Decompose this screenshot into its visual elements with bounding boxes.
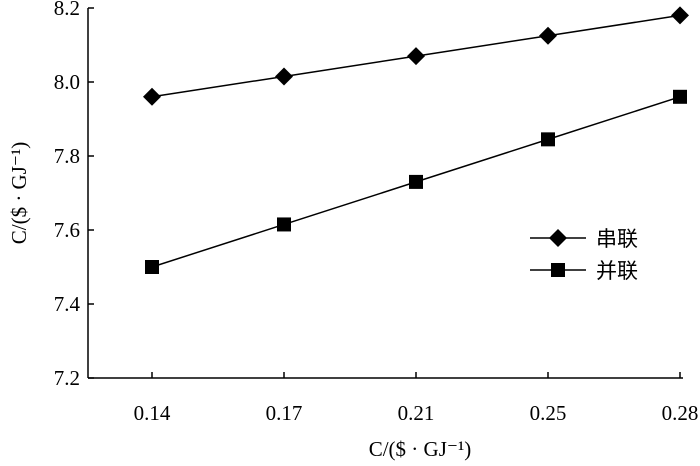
y-tick-label: 8.0 [54,70,80,94]
y-tick-label: 8.2 [54,0,80,20]
x-axis-title: C/($ · GJ⁻¹) [369,437,472,461]
axes [87,8,683,379]
x-tick-label: 0.14 [134,401,171,425]
y-tick-label: 7.6 [54,218,80,242]
legend-marker-diamond [549,229,567,247]
y-axis-title: C/($ · GJ⁻¹) [7,142,31,245]
data-point-square [541,132,555,147]
legend: 串联 并联 [530,227,638,283]
x-tick-label: 0.17 [266,401,303,425]
y-tick-label: 7.2 [54,366,80,390]
data-point-square [277,217,291,232]
series-group [143,6,689,274]
y-tick-label: 7.8 [54,144,80,168]
data-point-diamond [143,87,161,106]
data-point-diamond [275,67,293,86]
data-point-diamond [407,47,425,66]
legend-label-series-2: 并联 [596,259,638,283]
data-point-diamond [539,26,557,45]
x-ticks: 0.14 0.17 0.21 0.25 0.28 [134,372,699,425]
x-tick-label: 0.25 [530,401,567,425]
y-ticks: 7.2 7.4 7.6 7.8 8.0 8.2 [54,0,94,390]
legend-marker-square [551,263,565,277]
data-point-square [145,260,159,274]
data-point-square [409,174,423,189]
x-tick-label: 0.21 [398,401,435,425]
y-tick-label: 7.4 [54,292,81,316]
data-point-diamond [671,6,689,25]
data-point-square [673,89,687,104]
x-tick-label: 0.28 [662,401,699,425]
legend-label-series-1: 串联 [596,227,638,251]
